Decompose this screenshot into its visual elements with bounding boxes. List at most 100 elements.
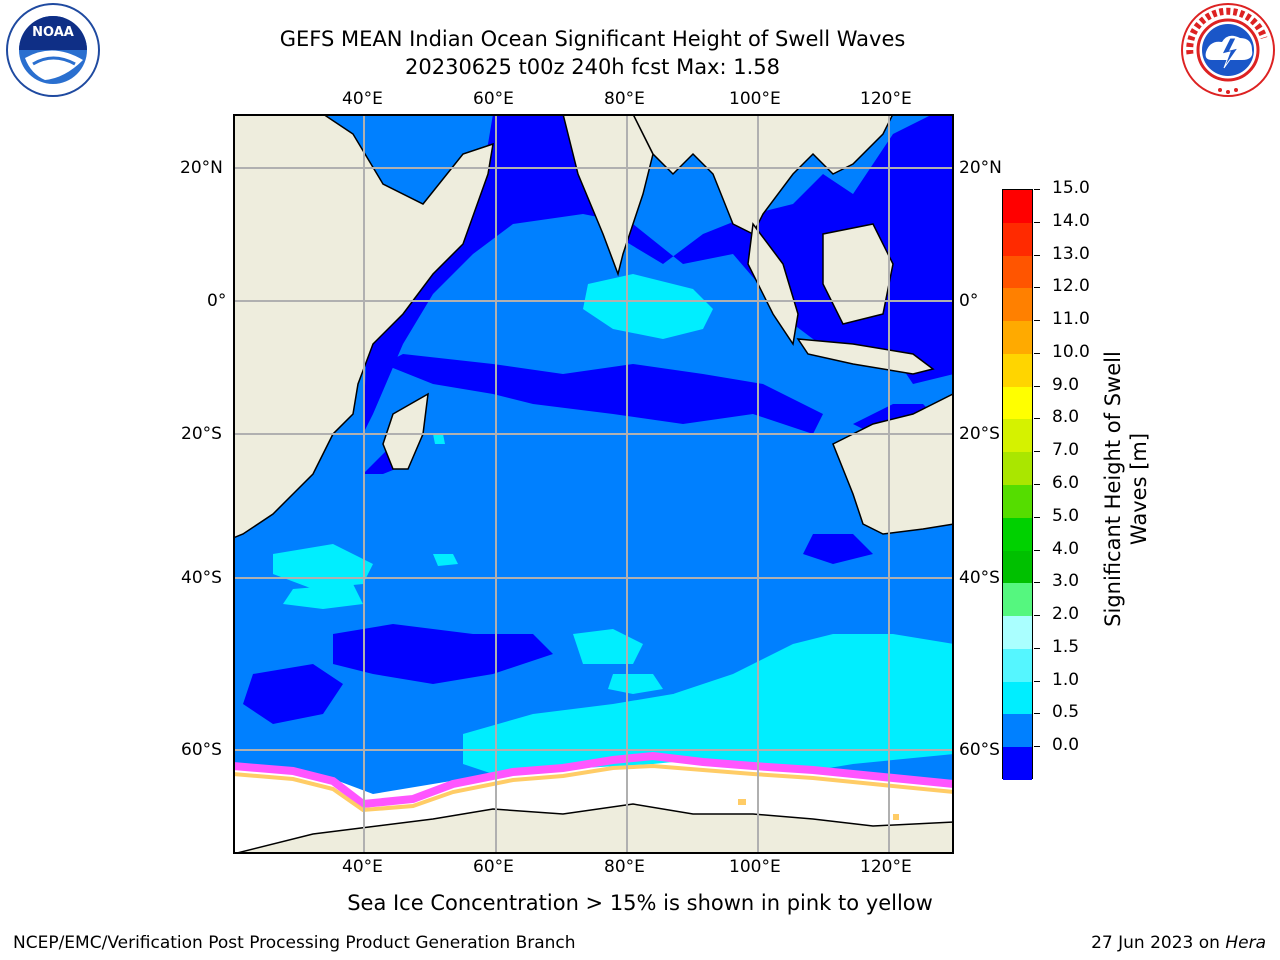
colorbar-segment [1003, 485, 1032, 519]
colorbar-segment [1003, 288, 1032, 322]
colorbar-tick-mark [1034, 713, 1040, 715]
colorbar-tick-mark [1034, 746, 1040, 748]
colorbar-tick-label: 8.0 [1052, 407, 1080, 428]
nws-logo [1181, 3, 1275, 97]
antarctica-land [233, 803, 954, 854]
colorbar-segment [1003, 321, 1032, 355]
high-swell-equatorial [583, 274, 713, 339]
colorbar-tick-label: 4.0 [1052, 538, 1080, 559]
colorbar-segment [1003, 747, 1032, 781]
colorbar-tick-mark [1034, 484, 1040, 485]
lon-label-bottom-120e: 120°E [860, 857, 912, 877]
colorbar-tick-mark [1034, 385, 1040, 387]
footer-credit: NCEP/EMC/Verification Post Processing Pr… [13, 933, 576, 953]
sea-ice-edge [233, 751, 954, 809]
colorbar-segment [1003, 255, 1032, 289]
colorbar-tick-label: 0.0 [1052, 735, 1080, 756]
chart-title: GEFS MEAN Indian Ocean Significant Heigh… [279, 27, 906, 51]
colorbar-tick-mark [1034, 221, 1040, 223]
lon-label-top-40e: 40°E [342, 89, 383, 109]
colorbar-tick-label: 14.0 [1052, 210, 1090, 231]
lat-label-right-20s: 20°S [959, 424, 1000, 444]
colorbar-label: Significant Height of Swell Waves [m] [1101, 351, 1151, 627]
colorbar-tick-label: 10.0 [1052, 341, 1090, 362]
colorbar-segment [1003, 616, 1032, 650]
colorbar-tick-mark [1034, 451, 1040, 453]
malay-peninsula-land [747, 222, 799, 346]
colorbar-tick-label: 1.5 [1052, 636, 1080, 657]
colorbar-tick-mark [1034, 320, 1040, 322]
colorbar-segment [1003, 353, 1032, 388]
lon-label-bottom-40e: 40°E [342, 857, 383, 877]
lat-label-left-0: 0° [207, 291, 227, 311]
colorbar-segment [1003, 550, 1032, 584]
lat-label-right-20n: 20°N [959, 158, 1002, 178]
colorbar-tick-mark [1034, 254, 1040, 256]
australia-land [832, 393, 954, 535]
colorbar-segment [1003, 386, 1032, 420]
lat-label-left-20n: 20°N [180, 158, 223, 178]
low-swell-south-patch [333, 624, 553, 684]
colorbar-tick-label: 15.0 [1052, 178, 1090, 198]
colorbar-segment [1003, 583, 1032, 617]
lat-label-left-20s: 20°S [181, 424, 222, 444]
map-frame [233, 114, 954, 854]
colorbar-segment [1003, 714, 1032, 748]
colorbar-segment [1003, 419, 1032, 453]
colorbar-tick-label: 11.0 [1052, 309, 1090, 330]
lon-label-bottom-100e: 100°E [729, 857, 781, 877]
low-swell-band-south-equator [383, 354, 823, 434]
colorbar-segment [1003, 452, 1032, 486]
sea-ice-annotation: Sea Ice Concentration > 15% is shown in … [347, 891, 933, 915]
colorbar-tick-mark [1034, 352, 1040, 354]
madagascar-land [382, 392, 429, 470]
lat-label-right-40s: 40°S [959, 568, 1000, 588]
noaa-logo: NOAA [6, 3, 100, 97]
lon-label-bottom-80e: 80°E [604, 857, 645, 877]
borneo-land [822, 223, 894, 325]
lat-label-left-60s: 60°S [181, 740, 222, 760]
colorbar-tick-mark [1034, 680, 1040, 682]
lat-label-right-60s: 60°S [959, 740, 1000, 760]
lon-label-top-120e: 120°E [860, 89, 912, 109]
footer-date: 27 Jun 2023 on Hera [1091, 933, 1266, 953]
colorbar-tick-label: 6.0 [1052, 473, 1080, 493]
colorbar-tick-mark [1034, 647, 1040, 649]
colorbar-tick-label: 2.0 [1052, 604, 1080, 625]
colorbar-tick-mark [1034, 516, 1040, 518]
lat-label-left-40s: 40°S [181, 568, 222, 588]
swell-height-map [233, 114, 954, 854]
lon-label-top-80e: 80°E [604, 89, 645, 109]
colorbar-segment [1003, 648, 1032, 683]
noaa-logo-text: NOAA [32, 25, 74, 40]
colorbar-tick-label: 12.0 [1052, 276, 1090, 297]
colorbar-segment [1003, 681, 1032, 715]
lat-label-right-0: 0° [959, 291, 979, 311]
colorbar-segment [1003, 190, 1032, 224]
low-swell-north [363, 114, 954, 434]
colorbar-tick-label: 9.0 [1052, 374, 1080, 395]
footer-machine: Hera [1225, 933, 1266, 953]
footer-date-text: 27 Jun 2023 on [1091, 933, 1226, 953]
chart-subtitle: 20230625 t00z 240h fcst Max: 1.58 [405, 55, 780, 79]
colorbar-tick-label: 7.0 [1052, 440, 1080, 461]
colorbar-tick-label: 3.0 [1052, 571, 1080, 592]
colorbar-tick-mark [1034, 549, 1040, 551]
colorbar-segment [1003, 517, 1032, 552]
graticule [233, 114, 954, 854]
colorbar-tick-mark [1034, 418, 1040, 420]
colorbar-tick-label: 0.5 [1052, 702, 1080, 723]
colorbar-tick-label: 1.0 [1052, 669, 1080, 690]
lon-label-bottom-60e: 60°E [473, 857, 514, 877]
colorbar-tick-mark [1034, 189, 1040, 190]
colorbar-ticks: 15.0 14.0 13.0 12.0 11.0 10.0 9.0 8.0 7.0 6.0 5.0 4… [1034, 178, 1094, 779]
colorbar-tick-mark [1034, 582, 1040, 584]
colorbar-tick-label: 5.0 [1052, 505, 1080, 526]
colorbar-segment [1003, 222, 1032, 257]
colorbar-tick-mark [1034, 287, 1040, 289]
java-land [796, 338, 935, 375]
lon-label-top-100e: 100°E [729, 89, 781, 109]
colorbar [1002, 189, 1033, 781]
colorbar-tick-mark [1034, 615, 1040, 617]
high-swell-southern-ocean [463, 634, 954, 774]
